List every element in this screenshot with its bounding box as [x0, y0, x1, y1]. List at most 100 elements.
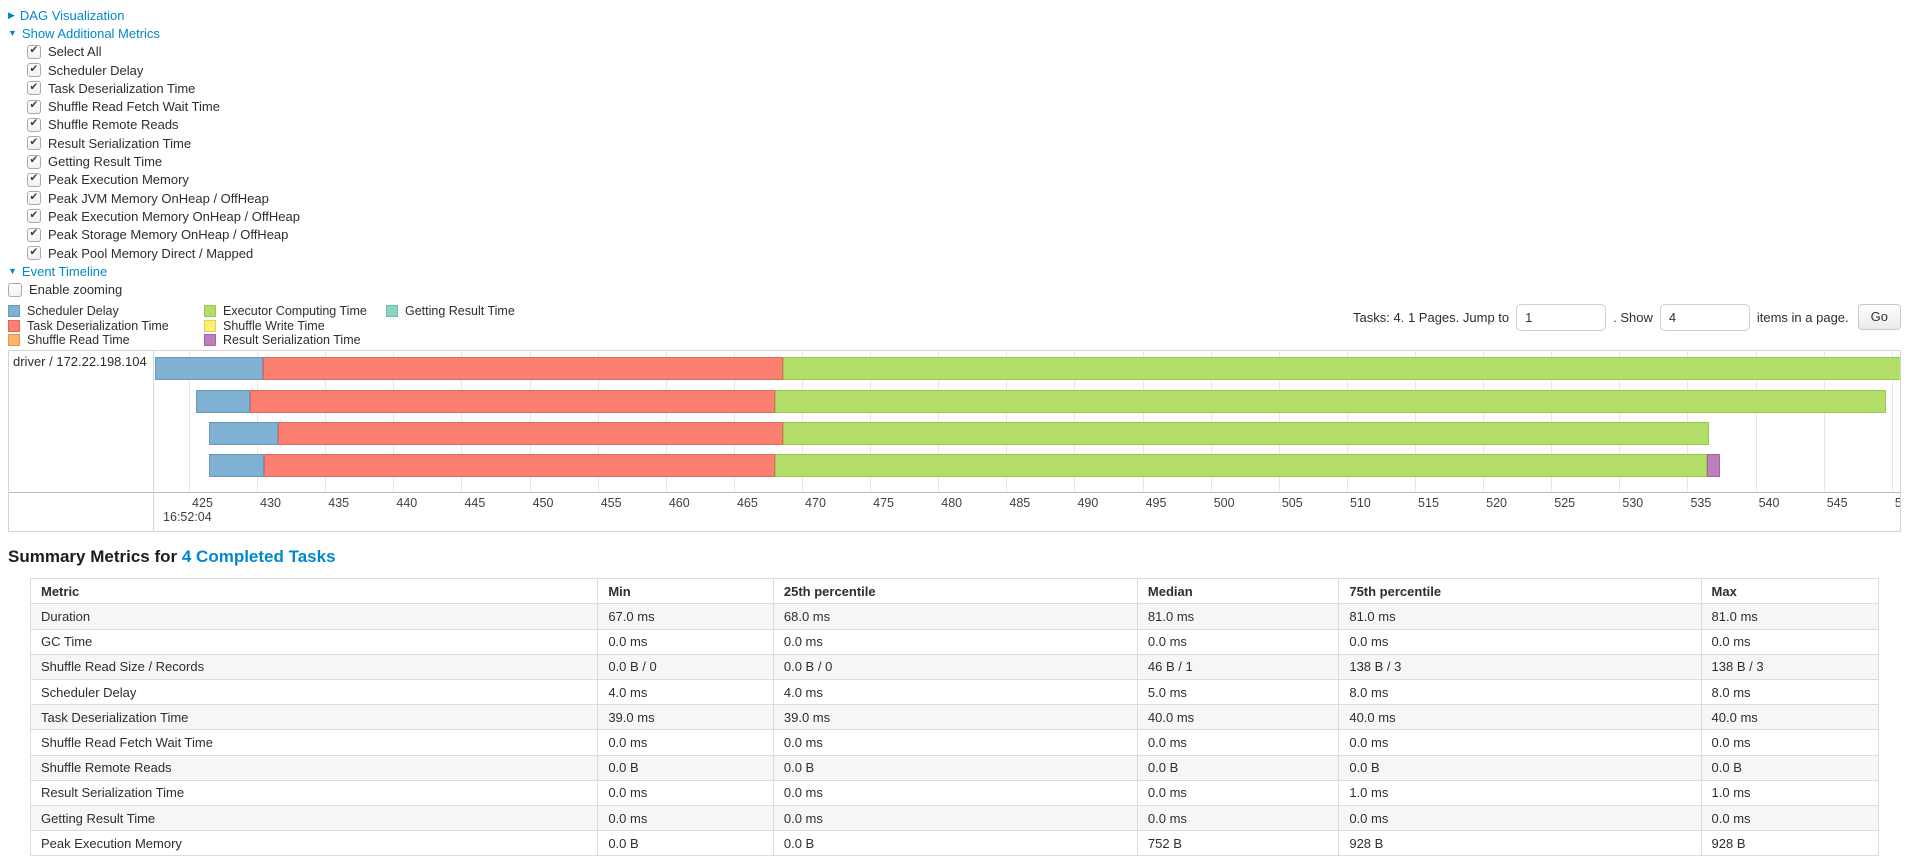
summary-table-row: Scheduler Delay 4.0 ms 4.0 ms 5.0 ms 8.0 ms 8…	[29, 678, 1880, 706]
summary-metric-value: 4.0 ms	[597, 678, 774, 706]
summary-metric-value: 4.0 ms	[772, 678, 1138, 706]
metric-checkbox-label: Scheduler Delay	[48, 62, 144, 78]
summary-metric-value: 8.0 ms	[1338, 678, 1702, 706]
timeline-task-segment-scheduler-delay[interactable]	[195, 390, 251, 414]
axis-tick-label: 450	[532, 496, 554, 511]
legend-item-label: Shuffle Read Time	[27, 333, 130, 347]
timeline-task-segment-executor-computing[interactable]	[782, 357, 1900, 381]
axis-tick-label: 525	[1554, 496, 1576, 511]
legend-swatch-icon	[8, 305, 20, 317]
summary-metrics-table: Metric Min 25th percentile Median 75th perce…	[29, 578, 1880, 857]
summary-column-header: 75th percentile	[1338, 578, 1702, 605]
metric-checkbox-row: Result Serialization Time	[27, 134, 1901, 152]
axis-gridline	[1278, 351, 1280, 493]
metric-checkbox-row: Peak JVM Memory OnHeap / OffHeap	[27, 189, 1901, 207]
metric-checkbox-row: Peak Storage Memory OnHeap / OffHeap	[27, 226, 1901, 244]
metric-checkbox[interactable]	[27, 172, 41, 187]
show-additional-metrics-label: Show Additional Metrics	[21, 25, 160, 41]
timeline-group-column: driver / 172.22.198.104	[9, 351, 154, 532]
timeline-task-segment-task-deserialization[interactable]	[277, 422, 783, 446]
executor-group-label: driver / 172.22.198.104	[13, 354, 147, 370]
metric-checkbox[interactable]	[27, 117, 41, 132]
metric-checkbox[interactable]	[27, 191, 41, 206]
collapsed-arrow-icon: ▶	[8, 9, 15, 20]
show-additional-metrics-toggle[interactable]: ▼ Show Additional Metrics	[8, 24, 1901, 42]
summary-column-header: 25th percentile	[772, 578, 1138, 605]
dag-visualization-toggle[interactable]: ▶ DAG Visualization	[8, 6, 1901, 24]
metric-checkbox[interactable]	[27, 81, 41, 96]
go-button[interactable]: Go	[1857, 304, 1901, 331]
summary-metric-value: 0.0 ms	[1136, 628, 1340, 655]
metric-checkbox-row: Peak Execution Memory OnHeap / OffHeap	[27, 207, 1901, 225]
axis-gridline	[1346, 351, 1348, 493]
legend-swatch-icon	[8, 334, 20, 346]
summary-metric-value: 0.0 B / 0	[597, 653, 774, 681]
summary-metric-name: Result Serialization Time	[29, 779, 599, 806]
summary-metric-value: 39.0 ms	[772, 704, 1138, 731]
metric-checkbox[interactable]	[27, 44, 41, 59]
items-per-page-input[interactable]	[1659, 303, 1750, 331]
metric-checkbox[interactable]	[27, 246, 41, 260]
dag-visualization-label: DAG Visualization	[19, 7, 125, 23]
axis-gridline	[1483, 351, 1485, 493]
metric-checkbox[interactable]	[27, 63, 41, 78]
legend-item: Task Deserialization Time	[8, 318, 204, 333]
timeline-task-segment-task-deserialization[interactable]	[263, 454, 775, 478]
timeline-task-segment-result-serialization[interactable]	[1706, 454, 1721, 478]
summary-metric-value: 752 B	[1136, 830, 1340, 857]
summary-metrics-title: Summary Metrics for 4 Completed Tasks	[8, 547, 1901, 567]
metric-checkbox[interactable]	[27, 136, 41, 151]
legend-swatch-icon	[204, 305, 216, 317]
metric-checkbox-row: Select All	[27, 43, 1901, 61]
legend-column: Getting Result Time	[386, 304, 515, 348]
axis-tick-label: 495	[1145, 496, 1167, 511]
metric-checkbox-label: Shuffle Read Fetch Wait Time	[48, 99, 220, 115]
metric-checkbox-row: Shuffle Read Fetch Wait Time	[27, 97, 1901, 115]
metric-checkbox[interactable]	[27, 227, 41, 242]
metric-checkbox[interactable]	[27, 99, 41, 114]
timeline-task-segment-task-deserialization[interactable]	[262, 357, 783, 381]
metric-checkbox[interactable]	[27, 154, 41, 169]
summary-title-prefix: Summary Metrics for	[8, 547, 178, 567]
axis-tick-label: 510	[1349, 496, 1371, 511]
summary-table-row: Shuffle Read Size / Records 0.0 B / 0 0.0 …	[29, 653, 1880, 681]
axis-gridline	[733, 351, 735, 493]
summary-metric-name: Peak Execution Memory	[29, 830, 599, 857]
timeline-task-segment-executor-computing[interactable]	[774, 390, 1887, 414]
event-timeline-toggle[interactable]: ▼ Event Timeline	[8, 262, 1901, 280]
metric-checkbox-label: Peak Execution Memory OnHeap / OffHeap	[48, 208, 300, 224]
axis-gridline	[802, 351, 804, 493]
axis-gridline	[1891, 351, 1893, 493]
enable-zooming-checkbox[interactable]	[8, 282, 22, 297]
summary-metric-value: 0.0 ms	[1136, 779, 1340, 806]
timeline-task-segment-executor-computing[interactable]	[774, 454, 1707, 478]
summary-metric-value: 40.0 ms	[1338, 704, 1702, 731]
legend-item-label: Getting Result Time	[405, 304, 515, 318]
timeline-task-segment-scheduler-delay[interactable]	[209, 422, 278, 446]
metric-checkbox-row: Shuffle Remote Reads	[27, 116, 1901, 134]
timeline-task-segment-task-deserialization[interactable]	[250, 390, 775, 414]
jump-to-page-input[interactable]	[1516, 303, 1607, 331]
timeline-task-segment-scheduler-delay[interactable]	[209, 454, 264, 478]
axis-gridline	[1074, 351, 1076, 493]
axis-tick-label: 440	[396, 496, 418, 511]
summary-metric-value: 0.0 B	[597, 830, 774, 857]
summary-metric-value: 0.0 ms	[772, 804, 1138, 832]
timeline-task-segment-scheduler-delay[interactable]	[155, 357, 263, 381]
metric-checkbox[interactable]	[27, 209, 41, 224]
summary-metric-value: 0.0 B	[772, 830, 1138, 857]
summary-table-row: Shuffle Read Fetch Wait Time 0.0 ms 0.0 ms…	[29, 729, 1880, 756]
summary-metric-value: 0.0 ms	[1700, 628, 1880, 655]
timeline-task-segment-executor-computing[interactable]	[782, 422, 1710, 446]
legend-swatch-icon	[386, 305, 398, 317]
summary-metric-value: 0.0 B / 0	[772, 653, 1138, 681]
axis-tick-label: 435	[328, 496, 350, 511]
axis-gridline	[870, 351, 872, 493]
summary-metric-value: 0.0 ms	[1338, 628, 1702, 655]
summary-metric-value: 0.0 ms	[597, 804, 774, 832]
timeline-controls: Scheduler Delay Task Deserialization Time…	[8, 303, 1901, 348]
metric-checkbox-row: Task Deserialization Time	[27, 79, 1901, 97]
legend-swatch-icon	[8, 319, 20, 332]
summary-metric-value: 0.0 B	[597, 754, 774, 781]
summary-metric-name: Shuffle Read Size / Records	[29, 653, 599, 681]
